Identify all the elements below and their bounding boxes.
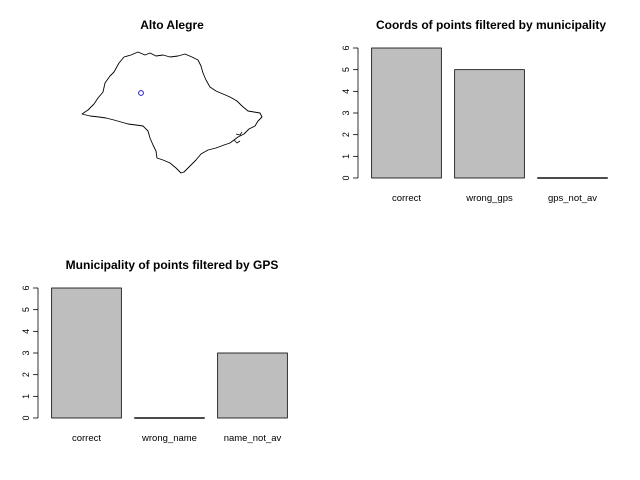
bar-gps-not-av <box>537 177 608 179</box>
municipality-point <box>138 90 144 96</box>
bar-wrong-gps <box>454 69 525 179</box>
bar-name-not-av <box>217 352 288 419</box>
chart-title: Coords of points filtered by municipalit… <box>376 18 606 32</box>
map-panel: Alto Alegre <box>81 18 263 174</box>
y-tick-label: 3 <box>21 350 31 355</box>
y-tick-label: 6 <box>341 45 351 50</box>
y-tick-label: 0 <box>341 175 351 180</box>
y-tick-label: 2 <box>341 132 351 137</box>
y-tick-label: 1 <box>341 154 351 159</box>
category-label: correct <box>72 433 101 444</box>
y-tick-label: 5 <box>341 67 351 72</box>
y-tick-label: 3 <box>341 110 351 115</box>
bar-wrong-name <box>134 417 205 419</box>
y-tick-label: 4 <box>21 329 31 334</box>
category-label: name_not_av <box>224 433 282 444</box>
y-tick-label: 2 <box>21 372 31 377</box>
map-title: Alto Alegre <box>140 18 204 32</box>
category-label: gps_not_av <box>548 193 597 204</box>
chart-municipality-filter: Coords of points filtered by municipalit… <box>341 18 608 204</box>
y-tick-label: 6 <box>21 285 31 290</box>
y-tick-label: 1 <box>21 394 31 399</box>
category-label: wrong_name <box>141 433 197 444</box>
y-tick-label: 4 <box>341 89 351 94</box>
coast-detail <box>233 131 243 144</box>
state-outline <box>81 51 263 174</box>
y-tick-label: 5 <box>21 307 31 312</box>
y-tick-label: 0 <box>21 415 31 420</box>
category-label: correct <box>392 193 421 204</box>
chart-gps-filter: Municipality of points filtered by GPS 0… <box>21 258 288 444</box>
chart-title: Municipality of points filtered by GPS <box>66 258 279 272</box>
bar-correct <box>371 47 442 179</box>
category-label: wrong_gps <box>465 193 513 204</box>
bar-correct <box>51 287 122 419</box>
